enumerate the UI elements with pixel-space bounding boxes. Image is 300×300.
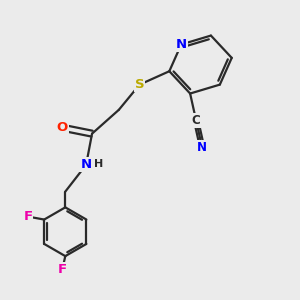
Text: N: N (176, 38, 187, 51)
Text: H: H (94, 159, 103, 169)
Text: F: F (23, 210, 32, 223)
Text: S: S (135, 78, 144, 91)
Text: F: F (58, 263, 67, 276)
Text: N: N (197, 140, 207, 154)
Text: O: O (57, 121, 68, 134)
Text: N: N (80, 158, 92, 171)
Text: C: C (192, 114, 200, 127)
